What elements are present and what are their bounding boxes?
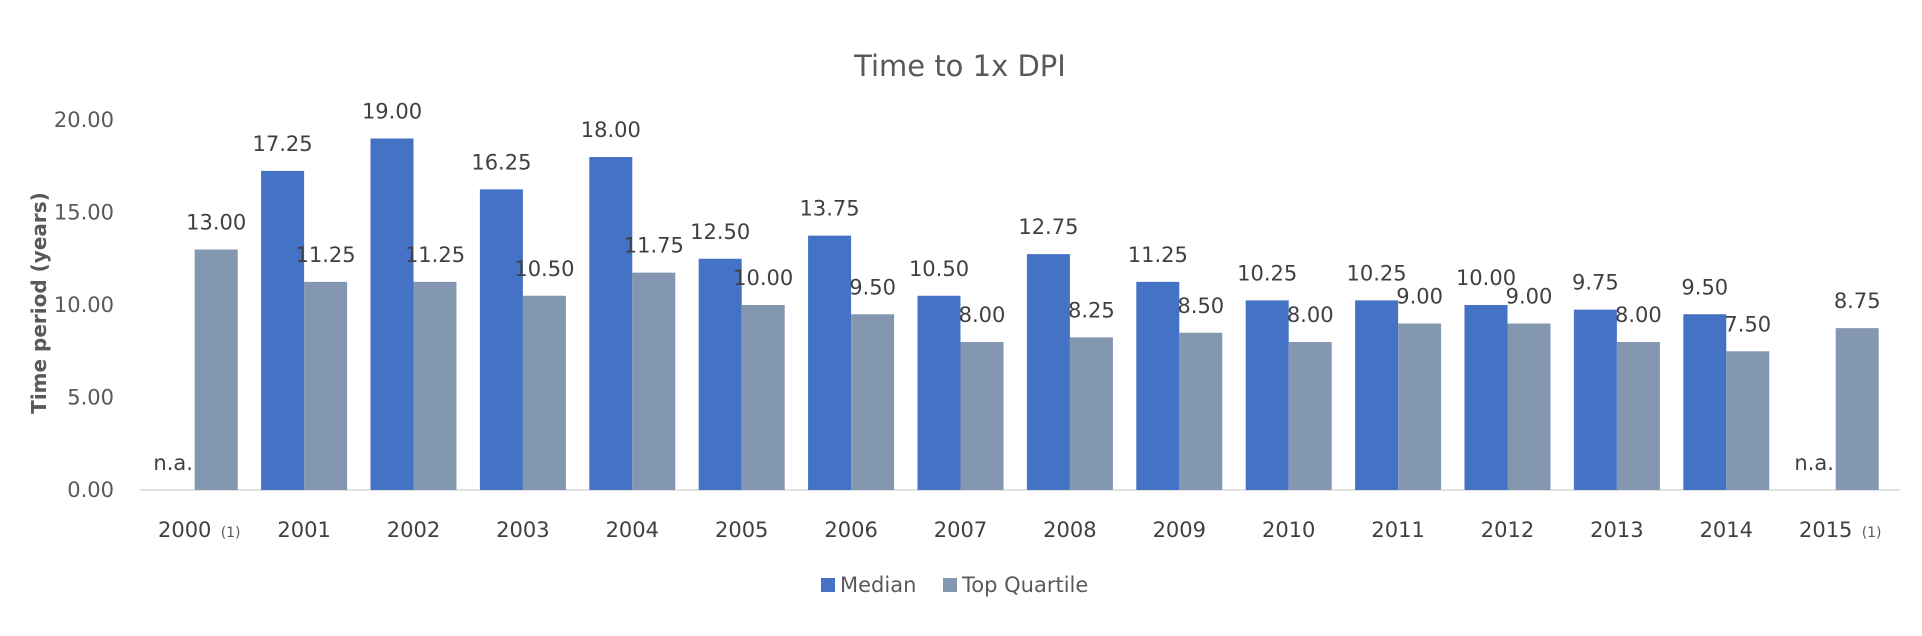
median-bar — [1683, 314, 1727, 490]
x-tick-label: 2007 — [934, 518, 987, 542]
median-bar — [917, 295, 961, 490]
median-data-label: 19.00 — [362, 100, 422, 124]
top-quartile-data-label: 9.00 — [1506, 285, 1553, 309]
median-bar — [261, 170, 305, 490]
median-data-label: n.a. — [153, 451, 193, 475]
top-quartile-data-label: 11.75 — [624, 234, 684, 258]
top-quartile-data-label: 8.75 — [1834, 289, 1881, 313]
median-bar — [1136, 281, 1180, 490]
legend: Median Top Quartile — [821, 573, 1088, 597]
median-bar — [1573, 309, 1617, 490]
median-data-label: 11.25 — [1128, 243, 1188, 267]
median-data-label: 12.50 — [690, 220, 750, 244]
top-quartile-bar — [960, 342, 1004, 490]
top-quartile-bar — [1507, 323, 1551, 490]
x-tick-label: 2004 — [606, 518, 659, 542]
top-quartile-data-label: 8.50 — [1177, 294, 1224, 318]
median-bar — [1355, 300, 1399, 490]
y-tick-label: 0.00 — [67, 478, 114, 502]
y-axis-ticks: 0.00 5.00 10.00 15.00 20.00 — [54, 108, 114, 502]
top-quartile-bar — [1616, 342, 1660, 490]
top-quartile-data-label: 11.25 — [296, 243, 356, 267]
x-tick-label: 2015 — [1799, 518, 1852, 542]
top-quartile-bar — [1835, 328, 1879, 490]
data-labels: n.a. 13.00 17.25 11.25 19.00 11.25 16.25 10.50 1… — [153, 100, 1880, 476]
x-tick-label: 2009 — [1153, 518, 1206, 542]
median-data-label: 16.25 — [471, 150, 531, 174]
median-bar — [698, 258, 742, 490]
x-axis-ticks: 2000 (1) 2001 2002 2003 2004 2005 2006 2007 2008 2… — [158, 518, 1882, 542]
median-bar — [808, 235, 852, 490]
median-data-label: 17.25 — [253, 132, 313, 156]
chart-title: Time to 1x DPI — [853, 49, 1066, 83]
median-bar — [479, 189, 523, 490]
top-quartile-data-label: 8.00 — [1287, 303, 1334, 327]
top-quartile-data-label: 8.00 — [959, 303, 1006, 327]
x-tick-label: 2010 — [1262, 518, 1315, 542]
x-tick-label: 2000 — [158, 518, 211, 542]
median-data-label: n.a. — [1794, 451, 1834, 475]
top-quartile-data-label: 11.25 — [405, 243, 465, 267]
x-tick-label: 2012 — [1481, 518, 1534, 542]
y-tick-label: 20.00 — [54, 108, 114, 132]
top-quartile-bar — [413, 281, 457, 490]
median-data-label: 10.00 — [1456, 266, 1516, 290]
median-data-label: 18.00 — [581, 118, 641, 142]
median-bar — [589, 157, 633, 490]
median-legend-swatch — [821, 578, 835, 592]
top-quartile-bar — [1288, 342, 1332, 490]
top-quartile-legend-label: Top Quartile — [961, 573, 1088, 597]
x-tick-label: 2005 — [715, 518, 768, 542]
median-bar — [1026, 254, 1070, 490]
top-quartile-bar — [1069, 337, 1113, 490]
top-quartile-data-label: 10.00 — [733, 266, 793, 290]
x-tick-label: 2006 — [824, 518, 877, 542]
y-axis-label: Time period (years) — [27, 192, 51, 414]
top-quartile-bar — [632, 272, 676, 490]
median-data-label: 13.75 — [800, 197, 860, 221]
x-tick-footnote: (1) — [1862, 525, 1882, 541]
median-data-label: 10.25 — [1347, 261, 1407, 285]
x-tick-label: 2001 — [277, 518, 330, 542]
x-tick-label: 2008 — [1043, 518, 1096, 542]
x-tick-label: 2013 — [1590, 518, 1643, 542]
median-data-label: 10.50 — [909, 257, 969, 281]
x-tick-label: 2003 — [496, 518, 549, 542]
median-data-label: 9.75 — [1572, 271, 1619, 295]
top-quartile-data-label: 9.50 — [849, 275, 896, 299]
median-bar — [370, 138, 414, 490]
top-quartile-data-label: 9.00 — [1396, 285, 1443, 309]
top-quartile-data-label: 10.50 — [514, 257, 574, 281]
x-tick-footnote: (1) — [221, 525, 241, 541]
x-tick-label: 2014 — [1700, 518, 1753, 542]
top-quartile-data-label: 7.50 — [1724, 312, 1771, 336]
top-quartile-bar — [194, 249, 238, 490]
top-quartile-bar — [522, 295, 566, 490]
bars — [194, 138, 1879, 490]
y-tick-label: 15.00 — [54, 201, 114, 225]
top-quartile-data-label: 8.00 — [1615, 303, 1662, 327]
y-tick-label: 10.00 — [54, 293, 114, 317]
x-tick-label: 2011 — [1371, 518, 1424, 542]
top-quartile-data-label: 8.25 — [1068, 298, 1115, 322]
median-legend-label: Median — [840, 573, 916, 597]
median-data-label: 9.50 — [1681, 275, 1728, 299]
top-quartile-bar — [851, 314, 895, 490]
top-quartile-bar — [1179, 332, 1223, 490]
y-tick-label: 5.00 — [67, 386, 114, 410]
top-quartile-bar — [304, 281, 348, 490]
median-data-label: 10.25 — [1237, 261, 1297, 285]
top-quartile-legend-swatch — [943, 578, 957, 592]
top-quartile-bar — [741, 305, 785, 490]
median-bar — [1464, 305, 1508, 490]
median-data-label: 12.75 — [1018, 215, 1078, 239]
median-bar — [1245, 300, 1289, 490]
top-quartile-bar — [1398, 323, 1442, 490]
top-quartile-data-label: 13.00 — [186, 211, 246, 235]
x-tick-label: 2002 — [387, 518, 440, 542]
top-quartile-bar — [1726, 351, 1770, 490]
